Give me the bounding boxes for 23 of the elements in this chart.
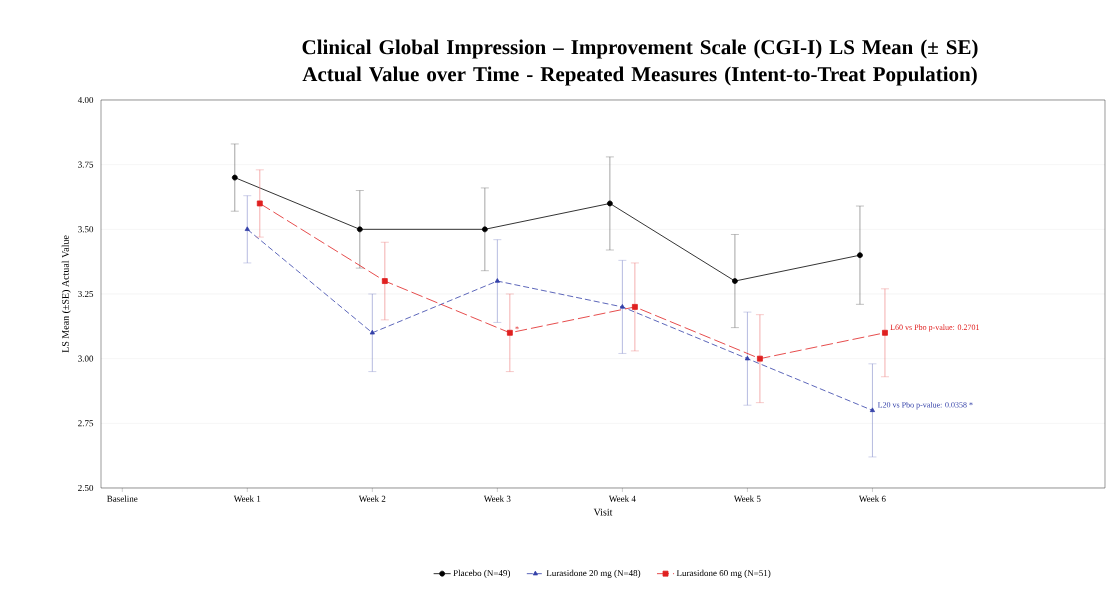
y-axis-title: LS Mean (±SE) Actual Value [61, 235, 71, 353]
y-tick-label: 3.75 [78, 161, 94, 168]
x-tick-label: Week 2 [358, 495, 386, 502]
x-axis-title: Visit [593, 508, 613, 516]
annotation: L60 vs Pbo p-value: 0.2701 [890, 324, 979, 332]
x-tick-label: Baseline [107, 495, 138, 502]
legend-label: Lurasidone 20 mg (N=48) [546, 569, 641, 578]
y-tick-label: 3.00 [78, 355, 94, 362]
y-tick-label: 2.50 [78, 484, 94, 492]
x-tick-label: Week 6 [858, 495, 886, 502]
y-tick-label: 3.50 [78, 226, 94, 233]
y-tick-label: 2.75 [78, 420, 94, 427]
x-tick-label: Week 4 [608, 495, 636, 502]
x-tick-label: Week 3 [483, 495, 511, 502]
x-tick-label: Week 5 [733, 495, 761, 502]
annotation: * [515, 326, 519, 330]
y-tick-label: 3.25 [78, 290, 94, 298]
legend-label: Placebo (N=49) [453, 569, 511, 578]
annotation: L20 vs Pbo p-value: 0.0358 * [877, 401, 973, 410]
x-tick-label: Week 1 [233, 495, 261, 502]
chart-title: Clinical Global Impression – Improvement Scale (CGI-I) LS Mean (± SE) Actual Value over Time - Repeated Measures (Intent-to-Treat Population) [302, 39, 978, 86]
y-tick-label: 4.00 [77, 96, 94, 104]
legend-label: Lurasidone 60 mg (N=51) [676, 569, 771, 578]
